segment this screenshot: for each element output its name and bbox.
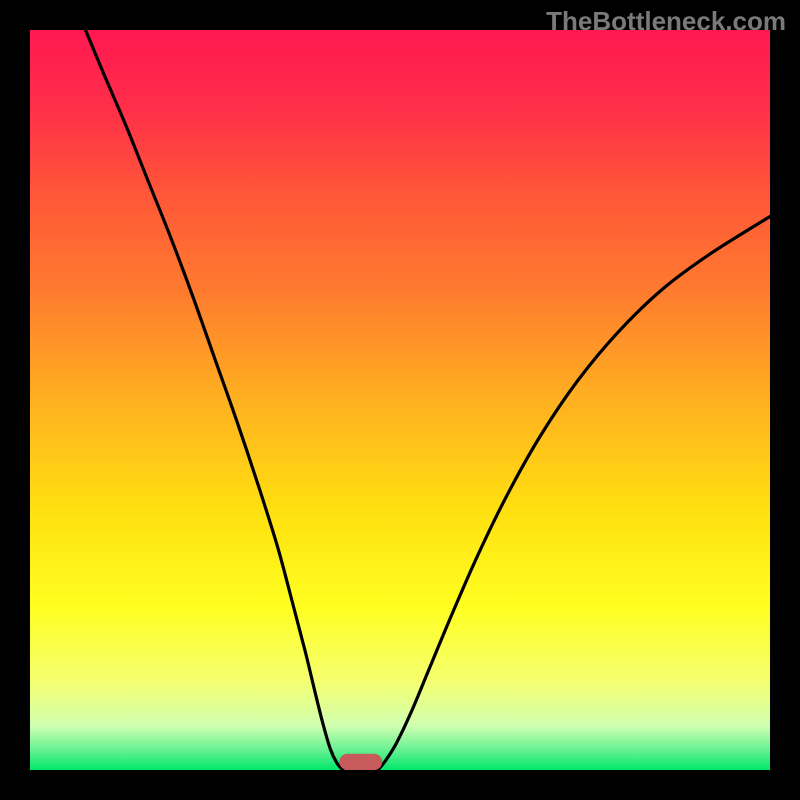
- gradient-background: [30, 30, 770, 770]
- bottleneck-marker: [339, 754, 382, 770]
- plot-area: [30, 30, 770, 770]
- plot-svg: [30, 30, 770, 770]
- chart-frame: TheBottleneck.com: [0, 0, 800, 800]
